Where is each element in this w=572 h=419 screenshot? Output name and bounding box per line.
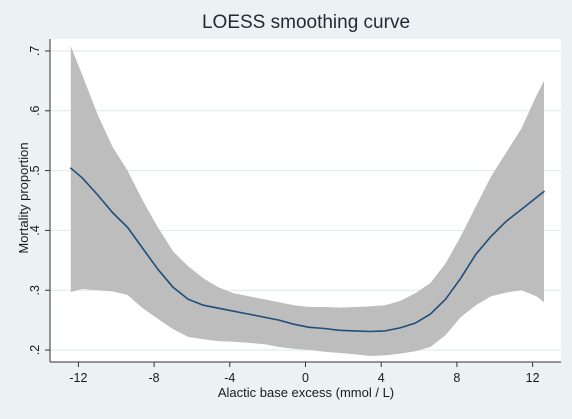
y-tick-label-1: .3 (28, 285, 42, 295)
x-tick-label-0: -12 (69, 371, 87, 385)
x-tick-label-5: 8 (453, 371, 460, 385)
x-tick-label-2: -4 (224, 371, 235, 385)
x-tick-label-3: 0 (302, 371, 309, 385)
y-tick-label-0: .2 (28, 345, 42, 355)
y-tick-label-3: .5 (28, 165, 42, 175)
estimate-line-path (70, 167, 545, 333)
y-tick-label-2: .4 (28, 225, 42, 235)
y-axis-ticks: .2 .3 .4 .5 .6 .7 (28, 46, 50, 355)
x-axis-title: Alactic base excess (mmol / L) (218, 385, 394, 400)
chart-title: LOESS smoothing curve (202, 12, 410, 33)
x-axis-ticks: -12 -8 -4 0 4 8 12 (69, 362, 540, 385)
confidence-band (70, 46, 545, 356)
y-axis-title: Mortality proportion (16, 142, 31, 253)
x-tick-label-6: 12 (526, 371, 540, 385)
x-tick-label-1: -8 (149, 371, 160, 385)
y-tick-label-4: .6 (28, 106, 42, 116)
estimate-line (70, 167, 545, 333)
y-tick-label-5: .7 (28, 46, 42, 56)
ci-band-area (70, 46, 545, 356)
x-tick-label-4: 4 (378, 371, 385, 385)
